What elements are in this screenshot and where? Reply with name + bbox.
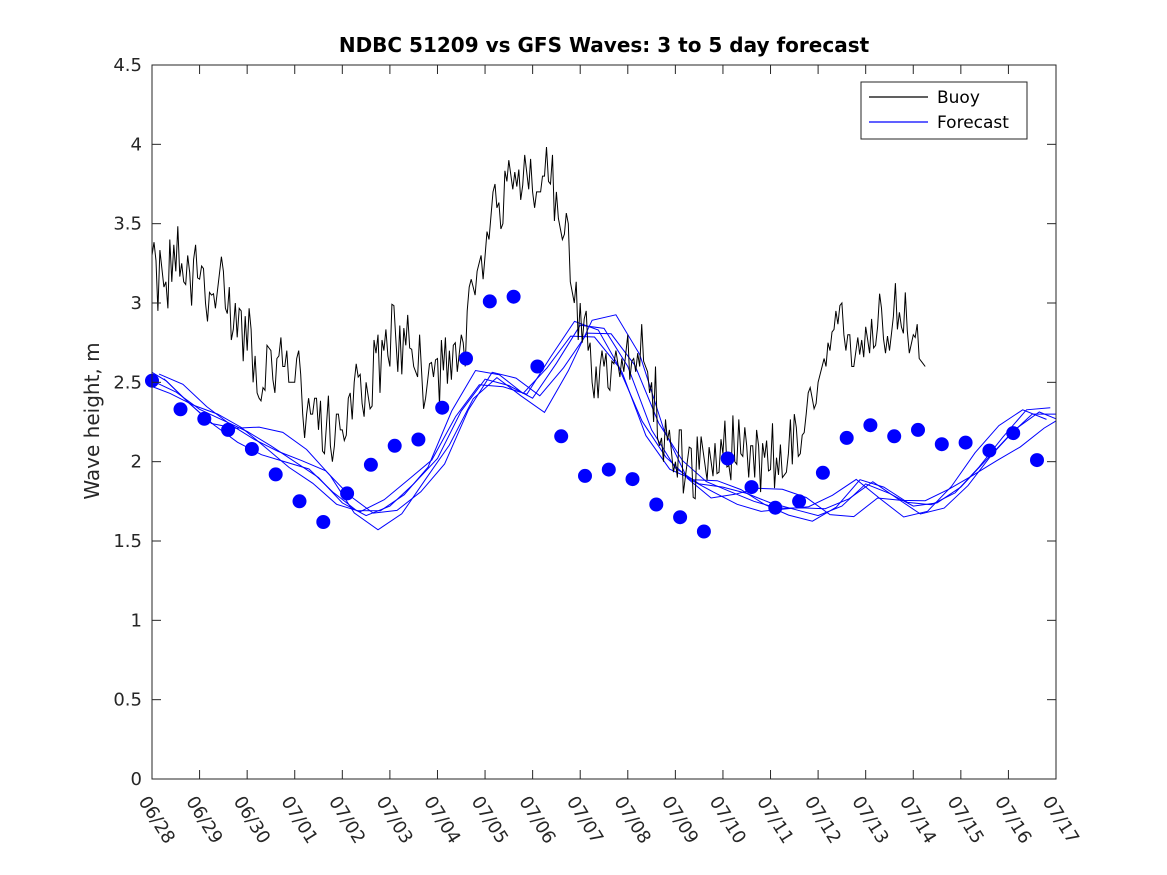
forecast-marker [720,451,735,466]
y-tick-label: 4.5 [113,55,142,76]
forecast-series-line [163,314,1057,531]
forecast-marker [268,467,283,482]
legend-forecast-label: Forecast [937,113,1009,133]
forecast-marker [696,524,711,539]
forecast-marker [911,422,925,437]
forecast-marker [554,429,569,444]
forecast-marker [958,435,973,450]
forecast-marker [1006,426,1021,441]
y-tick-label: 2.5 [113,372,142,393]
forecast-marker [387,438,402,453]
y-tick-label: 0.5 [113,690,142,711]
y-tick-label: 1 [131,610,142,631]
plot-frame [151,64,1057,780]
forecast-marker [363,457,378,472]
forecast-marker [1030,453,1044,468]
forecast-marker [292,494,307,509]
forecast-marker [411,432,426,447]
forecast-marker [887,429,902,444]
forecast-lines [151,314,1057,531]
forecast-marker [982,443,997,458]
forecast-marker [340,486,355,501]
y-tick-label: 3 [131,293,142,314]
buoy-series-line [151,146,926,500]
forecast-marker [173,402,188,417]
forecast-marker [839,430,854,445]
legend: Buoy Forecast [860,81,1028,140]
y-tick-label: 0 [131,769,142,790]
y-tick-label: 3.5 [113,214,142,235]
forecast-marker [815,465,830,480]
forecast-marker [625,472,640,487]
forecast-series-line [158,332,1057,515]
y-tick-label: 2 [131,452,142,473]
forecast-marker [435,400,450,415]
forecast-marker [530,359,545,374]
forecast-marker [673,510,688,525]
forecast-marker [459,351,473,366]
y-tick-label: 1.5 [113,531,142,552]
forecast-marker [792,494,807,509]
forecast-markers [145,289,1044,539]
forecast-marker [934,437,949,452]
forecast-marker [863,418,878,433]
forecast-marker [768,500,783,515]
forecast-marker [578,468,592,483]
y-tick-label: 4 [131,134,142,155]
chart-title: NDBC 51209 vs GFS Waves: 3 to 5 day fore… [339,33,870,57]
forecast-series-line [151,320,1051,522]
forecast-marker [506,289,521,304]
forecast-marker [744,480,759,495]
forecast-marker [221,422,236,437]
y-axis-title: Wave height, m [80,342,104,499]
forecast-marker [197,411,212,426]
legend-buoy-label: Buoy [937,88,980,108]
y-axis: 0 0.5 1 1.5 2 2.5 3 3.5 4 4.5 [113,55,1056,790]
forecast-marker [244,442,259,456]
forecast-marker [601,462,616,477]
forecast-marker [482,294,497,309]
legend-box [860,81,1028,140]
forecast-series-line [151,335,1047,518]
forecast-marker [316,515,331,529]
forecast-marker [649,497,664,512]
plot-area [152,65,1056,779]
buoy-line [151,146,926,500]
